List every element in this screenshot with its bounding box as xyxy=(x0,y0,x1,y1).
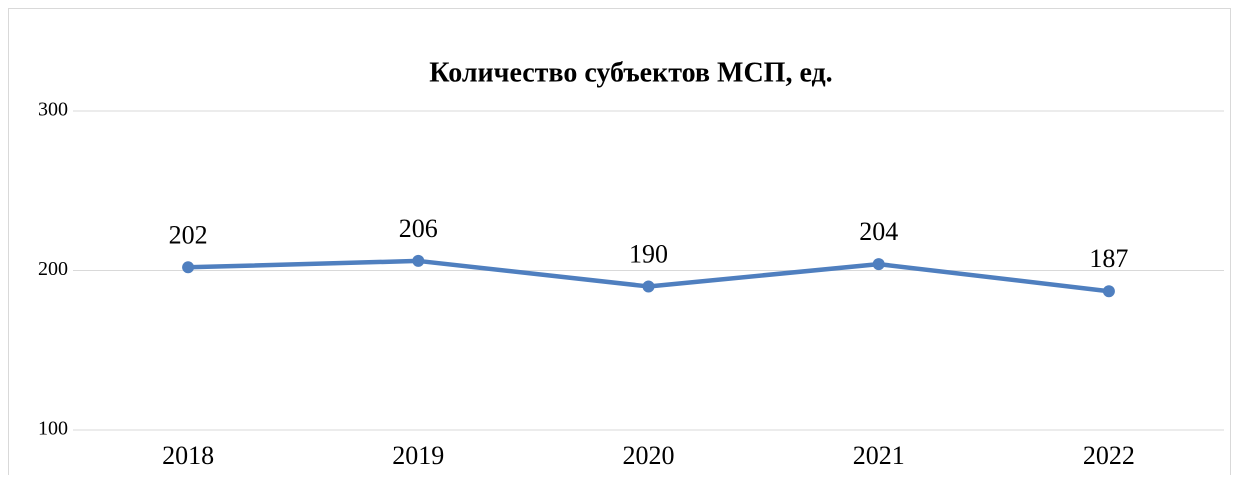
data-label: 206 xyxy=(399,214,438,243)
data-label: 202 xyxy=(169,220,208,249)
marker xyxy=(872,258,885,271)
x-tick-label: 2019 xyxy=(392,441,444,470)
y-tick-label: 300 xyxy=(38,99,68,121)
data-label: 190 xyxy=(629,239,668,268)
marker xyxy=(1102,285,1115,298)
y-tick-label: 100 xyxy=(38,418,68,440)
marker xyxy=(182,261,195,274)
x-tick-label: 2021 xyxy=(853,441,905,470)
marker xyxy=(412,254,425,267)
data-label: 204 xyxy=(859,217,898,246)
x-tick-label: 2022 xyxy=(1083,441,1135,470)
data-label: 187 xyxy=(1089,244,1128,273)
chart-border xyxy=(8,8,1231,480)
x-tick-label: 2018 xyxy=(162,441,214,470)
x-tick-label: 2020 xyxy=(623,441,675,470)
marker xyxy=(642,280,655,293)
chart-title: Количество субъектов МСП, ед. xyxy=(429,57,832,88)
y-tick-label: 200 xyxy=(38,258,68,280)
